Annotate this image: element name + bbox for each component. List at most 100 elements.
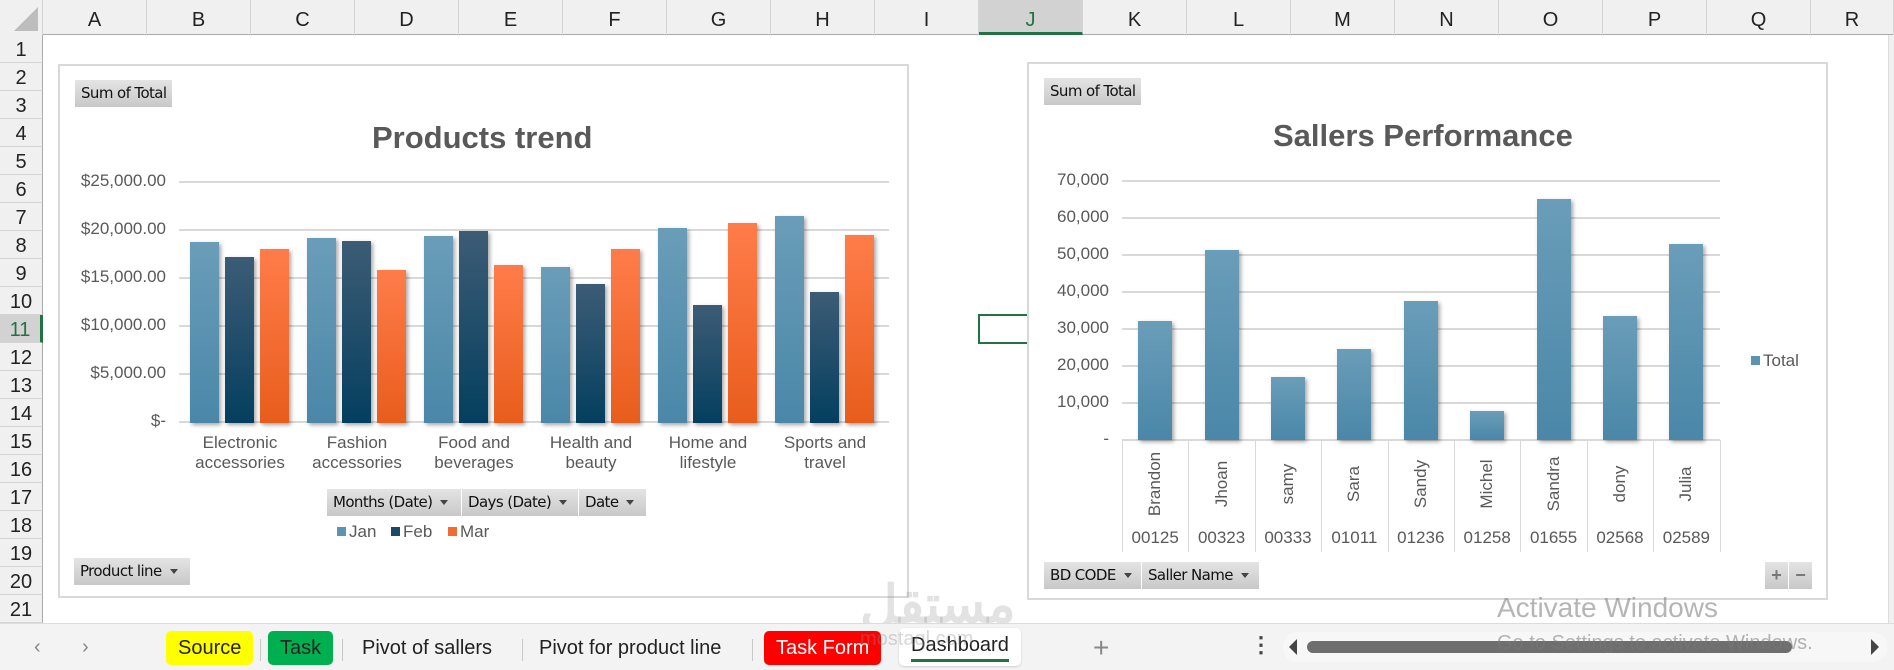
bar-mar[interactable]: [845, 235, 874, 423]
legend-mar[interactable]: Mar: [448, 522, 489, 542]
row-header-17[interactable]: 17: [0, 483, 43, 511]
column-header-o[interactable]: O: [1499, 0, 1603, 35]
tab-task-form[interactable]: Task Form: [764, 631, 882, 665]
row-header-16[interactable]: 16: [0, 455, 43, 483]
bar-total[interactable]: [1204, 249, 1239, 440]
bar-jan[interactable]: [190, 242, 219, 423]
legend-feb[interactable]: Feb: [391, 522, 432, 542]
row-header-1[interactable]: 1: [0, 35, 43, 63]
sum-of-total-field-button[interactable]: Sum of Total: [75, 80, 173, 107]
sum-of-total-field-button[interactable]: Sum of Total: [1044, 78, 1142, 105]
column-header-q[interactable]: Q: [1707, 0, 1811, 35]
tab-source[interactable]: Source: [166, 631, 254, 665]
bar-total[interactable]: [1603, 316, 1637, 440]
product-line-field-button[interactable]: Product line: [74, 558, 190, 585]
bar-jan[interactable]: [541, 266, 570, 423]
row-header-21[interactable]: 21: [0, 595, 43, 623]
column-header-k[interactable]: K: [1083, 0, 1187, 35]
bar-feb[interactable]: [459, 231, 488, 423]
horizontal-scrollbar[interactable]: [1283, 632, 1887, 662]
row-header-15[interactable]: 15: [0, 427, 43, 455]
column-header-e[interactable]: E: [459, 0, 563, 35]
collapse-field-button[interactable]: −: [1789, 562, 1812, 589]
column-header-i[interactable]: I: [875, 0, 979, 35]
row-header-7[interactable]: 7: [0, 203, 43, 231]
bar-total[interactable]: [1138, 320, 1173, 440]
bar-mar[interactable]: [728, 222, 757, 423]
bar-jan[interactable]: [658, 228, 687, 423]
column-header-f[interactable]: F: [563, 0, 667, 35]
date-filter-button[interactable]: Date: [579, 489, 646, 516]
row-header-18[interactable]: 18: [0, 511, 43, 539]
column-header-c[interactable]: C: [251, 0, 355, 35]
bar-total[interactable]: [1271, 377, 1305, 440]
column-header-b[interactable]: B: [147, 0, 251, 35]
bar-feb[interactable]: [225, 256, 254, 423]
bar-jan[interactable]: [307, 237, 336, 423]
select-all-button[interactable]: [0, 0, 43, 35]
row-header-10[interactable]: 10: [0, 287, 43, 315]
bar-mar[interactable]: [260, 249, 289, 423]
row-header-6[interactable]: 6: [0, 175, 43, 203]
bd-code-field-button[interactable]: BD CODE: [1044, 562, 1141, 589]
column-header-p[interactable]: P: [1603, 0, 1707, 35]
vertical-scrollbar[interactable]: [1888, 35, 1894, 623]
tab-dashboard[interactable]: Dashboard: [899, 628, 1021, 666]
bar-feb[interactable]: [693, 304, 722, 423]
column-header-d[interactable]: D: [355, 0, 459, 35]
row-header-19[interactable]: 19: [0, 539, 43, 567]
bar-mar[interactable]: [377, 270, 406, 423]
column-header-m[interactable]: M: [1291, 0, 1395, 35]
next-sheet-arrow-icon[interactable]: ›: [82, 636, 89, 658]
bar-mar[interactable]: [611, 248, 640, 423]
column-header-h[interactable]: H: [771, 0, 875, 35]
bar-feb[interactable]: [810, 291, 839, 423]
months-date-filter-button[interactable]: Months (Date): [327, 489, 461, 516]
more-options-icon[interactable]: ⋮: [1250, 632, 1272, 657]
days-date-filter-button[interactable]: Days (Date): [462, 489, 578, 516]
tab-pivot-for-product-line[interactable]: Pivot for product line: [539, 637, 722, 659]
bd-code-label: 02589: [1662, 528, 1711, 547]
bar-total[interactable]: [1536, 199, 1571, 440]
expand-field-button[interactable]: +: [1765, 562, 1788, 589]
row-header-2[interactable]: 2: [0, 63, 43, 91]
sallers-performance-chart[interactable]: Sum of Total Sallers Performance 70,000 …: [1027, 62, 1828, 600]
scroll-left-icon[interactable]: [1289, 639, 1297, 655]
row-header-8[interactable]: 8: [0, 231, 43, 259]
bar-total[interactable]: [1337, 348, 1372, 440]
row-header-20[interactable]: 20: [0, 567, 43, 595]
bar-total[interactable]: [1470, 411, 1505, 440]
bar-jan[interactable]: [424, 235, 453, 423]
column-header-n[interactable]: N: [1395, 0, 1499, 35]
column-header-a[interactable]: A: [43, 0, 147, 35]
row-header-13[interactable]: 13: [0, 371, 43, 399]
bar-feb[interactable]: [576, 283, 605, 423]
category-cell: [1520, 440, 1586, 552]
scrollbar-thumb[interactable]: [1307, 641, 1792, 653]
row-header-14[interactable]: 14: [0, 399, 43, 427]
row-header-12[interactable]: 12: [0, 343, 43, 371]
prev-sheet-arrow-icon[interactable]: ‹: [34, 636, 41, 658]
legend-jan[interactable]: Jan: [337, 522, 376, 542]
scroll-right-icon[interactable]: [1871, 639, 1879, 655]
bar-jan[interactable]: [775, 215, 804, 423]
bar-total[interactable]: [1669, 243, 1704, 440]
column-header-r[interactable]: R: [1811, 0, 1894, 35]
saller-name-field-button[interactable]: Saller Name: [1142, 562, 1259, 589]
row-header-4[interactable]: 4: [0, 119, 43, 147]
column-header-l[interactable]: L: [1187, 0, 1291, 35]
row-header-11[interactable]: 11: [0, 315, 43, 343]
column-header-j[interactable]: J: [979, 0, 1083, 35]
tab-pivot-of-sallers[interactable]: Pivot of sallers: [362, 637, 493, 659]
add-sheet-button[interactable]: +: [1093, 632, 1110, 663]
row-header-9[interactable]: 9: [0, 259, 43, 287]
column-header-g[interactable]: G: [667, 0, 771, 35]
bar-mar[interactable]: [494, 264, 523, 423]
row-header-3[interactable]: 3: [0, 91, 43, 119]
bar-feb[interactable]: [342, 240, 371, 423]
products-trend-chart[interactable]: Sum of Total Products trend $25,000.00 $…: [58, 64, 909, 598]
legend-total[interactable]: Total: [1751, 351, 1799, 371]
bar-total[interactable]: [1403, 300, 1438, 440]
row-header-5[interactable]: 5: [0, 147, 43, 175]
tab-task[interactable]: Task: [268, 631, 334, 665]
